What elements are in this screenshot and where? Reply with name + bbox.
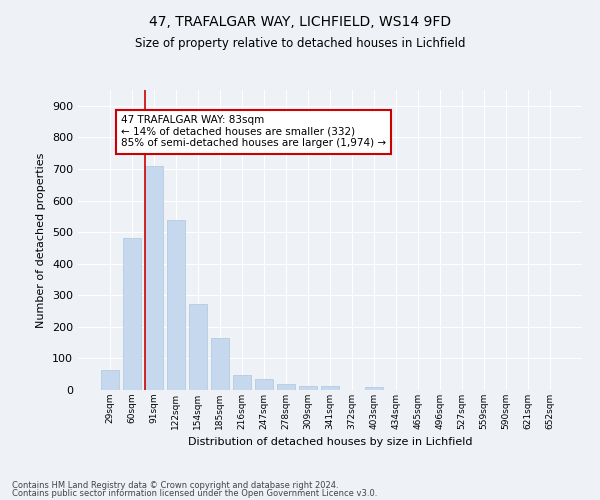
Bar [321,386,339,390]
X-axis label: Distribution of detached houses by size in Lichfield: Distribution of detached houses by size … [188,438,472,448]
Bar [101,370,119,390]
Y-axis label: Number of detached properties: Number of detached properties [37,152,46,328]
Bar [299,386,317,390]
Bar [189,304,206,390]
Bar [233,375,251,390]
Bar [365,387,383,390]
Text: 47, TRAFALGAR WAY, LICHFIELD, WS14 9FD: 47, TRAFALGAR WAY, LICHFIELD, WS14 9FD [149,15,451,29]
Bar [123,238,140,390]
Text: Contains HM Land Registry data © Crown copyright and database right 2024.: Contains HM Land Registry data © Crown c… [12,480,338,490]
Bar [145,166,163,390]
Bar [167,220,185,390]
Bar [255,379,273,390]
Text: 47 TRAFALGAR WAY: 83sqm
← 14% of detached houses are smaller (332)
85% of semi-d: 47 TRAFALGAR WAY: 83sqm ← 14% of detache… [121,116,386,148]
Bar [211,338,229,390]
Text: Contains public sector information licensed under the Open Government Licence v3: Contains public sector information licen… [12,489,377,498]
Bar [277,384,295,390]
Text: Size of property relative to detached houses in Lichfield: Size of property relative to detached ho… [135,38,465,51]
